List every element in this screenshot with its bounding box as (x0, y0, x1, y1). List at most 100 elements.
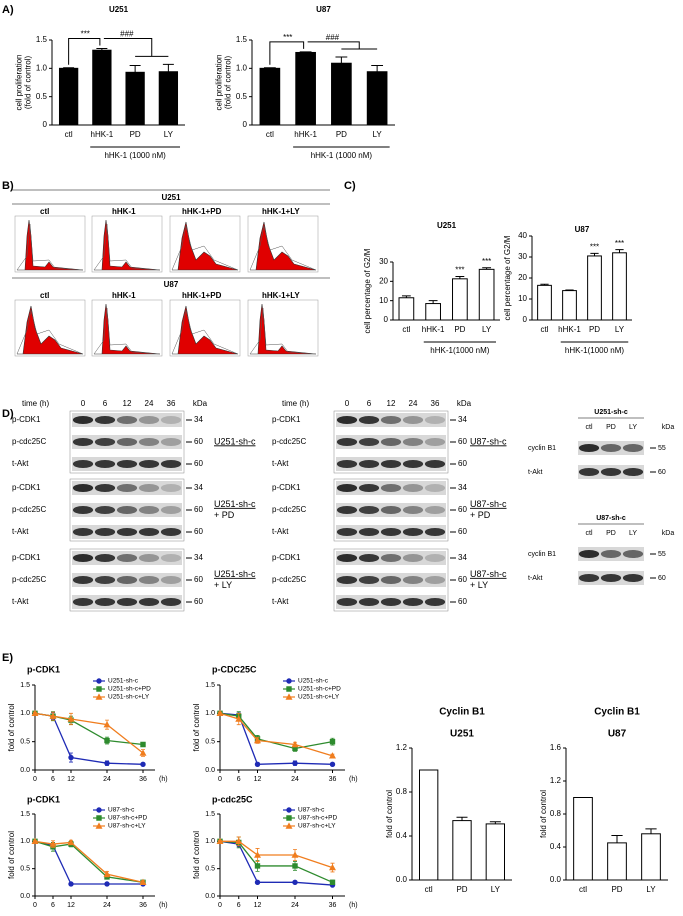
blot-row-label: p-CDK1 (12, 415, 41, 424)
blot-band (402, 598, 424, 606)
y-tick-label: 1.0 (20, 838, 30, 845)
significance: *** (615, 239, 624, 248)
y-tick-label: 1.5 (205, 811, 215, 818)
x-tick-label: 0 (33, 776, 37, 783)
bar (641, 833, 661, 881)
x-tick-label: 24 (291, 902, 299, 909)
blot-row-label: t-Akt (12, 459, 29, 468)
blot-group-label: U251-sh-c (214, 499, 256, 509)
blot-row-label: p-CDK1 (12, 553, 41, 562)
marker (254, 736, 261, 744)
y-axis-label: fold of control (7, 831, 16, 879)
blot-band (72, 460, 94, 468)
marker (49, 712, 57, 719)
error-bar (565, 289, 574, 291)
y-axis-label: fold of control (192, 831, 201, 879)
chart-title: p-CDK1 (27, 664, 60, 674)
cyclin-column: ctl (586, 424, 593, 431)
kda-label: 60 (458, 459, 467, 468)
blot-band (622, 550, 644, 558)
flow-column-label: hHK-1+PD (182, 291, 222, 300)
blot-band (94, 460, 116, 468)
blot-band (138, 554, 160, 562)
bracket (68, 38, 101, 65)
chart-title: U251 (437, 221, 457, 230)
blot-band (160, 576, 182, 584)
legend-marker (95, 693, 103, 700)
blot-band (72, 598, 94, 606)
blot-band (116, 506, 138, 514)
kda-label: 60 (658, 469, 666, 476)
blot-band (578, 468, 600, 476)
kda-label: 34 (458, 483, 467, 492)
marker (292, 879, 298, 886)
blot-band (622, 574, 644, 582)
x-tick-label: hHK-1 (294, 130, 317, 139)
blot-row-label: t-Akt (272, 597, 289, 606)
panel-label: B) (2, 180, 14, 192)
cyclin-column: PD (606, 530, 616, 537)
legend-label: U251-sh-c+PD (108, 686, 151, 693)
blot-band (336, 460, 358, 468)
bar (92, 49, 112, 126)
marker (104, 760, 110, 766)
blot-band (402, 528, 424, 536)
bar (452, 820, 472, 881)
bar (419, 769, 439, 881)
blot-band (622, 468, 644, 476)
blot-band (138, 528, 160, 536)
blot-band (402, 438, 424, 446)
blot-band (336, 598, 358, 606)
x-tick-label: ctl (65, 130, 73, 139)
panel-label: A) (2, 4, 14, 16)
cyclin-column: PD (606, 424, 616, 431)
blot-band (402, 460, 424, 468)
legend-label: U251-sh-c (298, 678, 329, 685)
group-label: hHK-1 (1000 nM) (104, 151, 166, 160)
x-tick-label: 12 (67, 776, 75, 783)
marker (49, 840, 57, 847)
bar (259, 67, 281, 126)
blot-band (380, 416, 402, 424)
x-tick-label: hHK-1 (91, 130, 114, 139)
kda-label: 55 (658, 445, 666, 452)
blot-row-label: p-cdc25C (12, 575, 46, 584)
y-tick-label: 30 (379, 257, 388, 266)
legend-label: U251-sh-c (108, 678, 139, 685)
blot-row-label: p-cdc25C (12, 437, 46, 446)
blot-band (380, 438, 402, 446)
blot-group-label: + LY (470, 580, 488, 590)
blot-band (380, 576, 402, 584)
kda-label: 60 (194, 597, 203, 606)
blot-band (72, 506, 94, 514)
y-tick-label: 0.5 (205, 739, 215, 746)
blot-band (380, 528, 402, 536)
blot-band (402, 554, 424, 562)
marker (329, 863, 336, 871)
error-bar (335, 56, 348, 64)
blot-band (138, 438, 160, 446)
legend-label: U87-sh-c+LY (108, 823, 146, 830)
x-axis-unit: (h) (349, 902, 358, 909)
flow-column-label: hHK-1 (112, 291, 136, 300)
marker (140, 741, 146, 748)
blot-band (380, 460, 402, 468)
y-tick-label: 1.2 (550, 776, 562, 785)
time-label: 24 (409, 399, 418, 408)
x-tick-label: 36 (139, 902, 147, 909)
y-tick-label: 1.5 (20, 811, 30, 818)
blot-band (160, 554, 182, 562)
cyclin-column: LY (629, 530, 637, 537)
marker (292, 863, 298, 869)
flow-column-label: hHK-1+LY (262, 207, 300, 216)
blot-band (424, 460, 446, 468)
kda-label: 55 (658, 551, 666, 558)
bar (537, 284, 552, 321)
blot-band (138, 416, 160, 424)
marker (216, 837, 224, 845)
x-tick-label: 6 (51, 902, 55, 909)
blot-row-label: p-cdc25C (12, 505, 46, 514)
y-axis-label: fold of control (192, 703, 201, 751)
blot-band (116, 576, 138, 584)
